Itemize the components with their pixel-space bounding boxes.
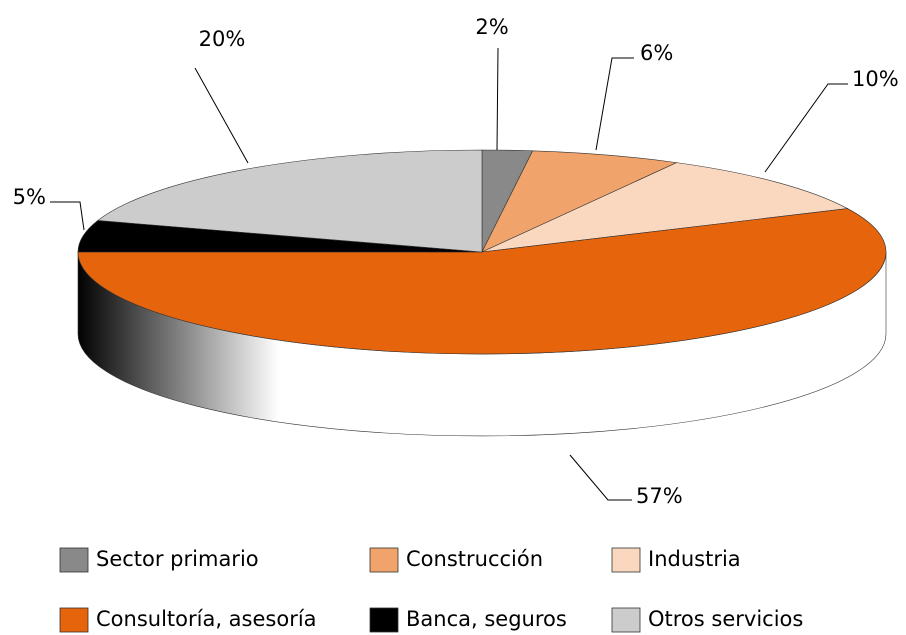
legend-swatch (611, 547, 641, 573)
leader-line (496, 47, 499, 151)
legend-label: Otros servicios (648, 607, 803, 631)
slice (77, 208, 887, 355)
slice (481, 150, 678, 253)
leader-line (194, 67, 249, 164)
data-label: 2% (475, 15, 508, 39)
data-label: 10% (852, 67, 899, 91)
legend-label: Industria (648, 547, 741, 571)
legend-label: Sector primario (96, 547, 259, 571)
data-label: 5% (13, 185, 46, 209)
leader-line (569, 454, 632, 501)
leader-line (764, 83, 848, 173)
data-label: 20% (199, 27, 246, 51)
legend-label: Consultoría, asesoría (96, 607, 317, 631)
legend-label: Banca, seguros (406, 607, 567, 631)
slice (96, 149, 483, 253)
legend-swatch (59, 607, 89, 633)
slice (481, 162, 849, 253)
legend-swatch (369, 607, 399, 633)
legend-swatch (59, 547, 89, 573)
data-label: 6% (640, 41, 673, 65)
leader-line (50, 201, 85, 231)
legend-swatch (369, 547, 399, 573)
legend-swatch (611, 607, 641, 633)
data-label: 57% (636, 484, 683, 508)
legend-label: Construcción (406, 547, 543, 571)
leader-line (595, 57, 634, 151)
